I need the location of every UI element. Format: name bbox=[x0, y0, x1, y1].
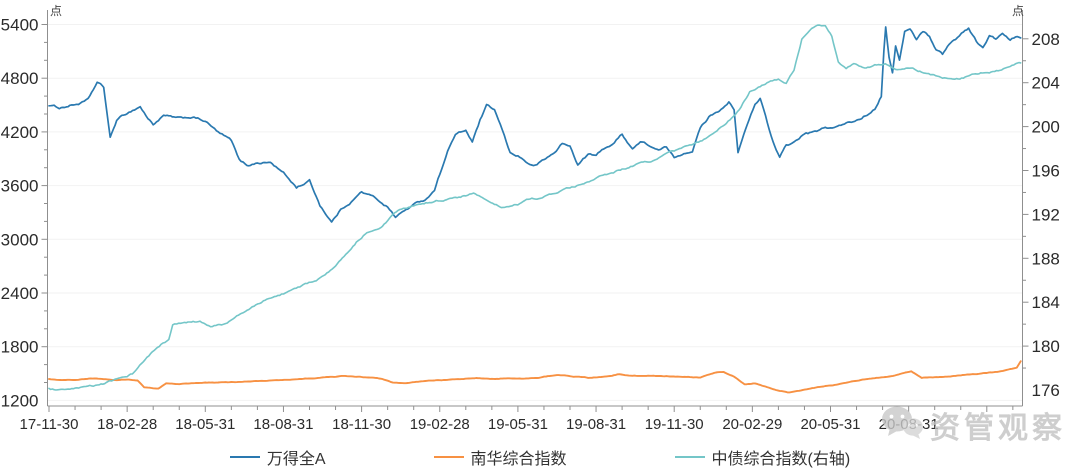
x-axis-tick-label: 18-02-28 bbox=[97, 416, 157, 433]
left-axis-tick-label: 5400 bbox=[1, 16, 39, 35]
legend-item-1: 万得全A bbox=[229, 445, 326, 469]
x-axis-tick-label: 19-08-31 bbox=[566, 416, 626, 433]
x-axis-tick-label: 18-08-31 bbox=[253, 416, 313, 433]
left-axis-tick-label: 3600 bbox=[1, 177, 39, 196]
legend-item-3: 中债综合指数(右轴) bbox=[674, 445, 851, 469]
x-axis-tick-label: 19-02-28 bbox=[410, 416, 470, 433]
series-line-1 bbox=[48, 26, 1022, 223]
left-axis-tick-label: 4200 bbox=[1, 123, 39, 142]
right-axis-unit-label: 点 bbox=[1011, 4, 1024, 18]
right-axis-tick-label: 200 bbox=[1032, 118, 1060, 137]
legend-label: 中债综合指数(右轴) bbox=[711, 451, 851, 468]
right-axis-tick-label: 196 bbox=[1032, 162, 1060, 181]
x-axis-tick-label: 18-11-30 bbox=[332, 416, 391, 433]
right-axis-tick-label: 184 bbox=[1032, 293, 1060, 312]
left-axis-tick-label: 4800 bbox=[1, 69, 39, 88]
left-axis-tick-label: 1800 bbox=[1, 338, 39, 357]
series-line-2 bbox=[48, 360, 1022, 394]
left-axis-tick-label: 3000 bbox=[1, 230, 39, 249]
legend-swatch-icon bbox=[229, 456, 260, 458]
left-axis-tick-label: 2400 bbox=[1, 284, 39, 303]
right-axis-tick-label: 204 bbox=[1032, 74, 1060, 93]
right-axis-tick-label: 192 bbox=[1032, 205, 1060, 224]
left-axis-tick-label: 1200 bbox=[1, 391, 39, 410]
right-axis-tick-label: 208 bbox=[1032, 30, 1060, 49]
x-axis-tick-label: 18-05-31 bbox=[175, 416, 235, 433]
x-axis-tick-label: 19-11-30 bbox=[645, 416, 704, 433]
left-axis-unit-label: 点 bbox=[50, 4, 63, 18]
right-axis-tick-label: 176 bbox=[1032, 381, 1060, 400]
legend-label: 万得全A bbox=[266, 451, 326, 468]
x-axis-tick-label: 20-08-31 bbox=[879, 416, 939, 433]
right-axis-tick-label: 188 bbox=[1032, 249, 1060, 268]
x-axis-tick-label: 20-05-31 bbox=[800, 416, 860, 433]
right-axis-tick-label: 180 bbox=[1032, 337, 1060, 356]
x-axis-tick-label: 19-05-31 bbox=[488, 416, 548, 433]
legend-swatch-icon bbox=[674, 456, 705, 458]
legend-swatch-icon bbox=[433, 456, 464, 458]
x-axis-tick-label: 20-02-29 bbox=[722, 416, 782, 433]
legend-item-2: 南华综合指数 bbox=[433, 445, 567, 469]
legend-label: 南华综合指数 bbox=[470, 451, 567, 468]
series-line-3 bbox=[48, 24, 1022, 391]
x-axis-tick-label: 17-11-30 bbox=[20, 416, 79, 433]
chart-legend: 万得全A 南华综合指数 中债综合指数(右轴) bbox=[0, 445, 1080, 469]
